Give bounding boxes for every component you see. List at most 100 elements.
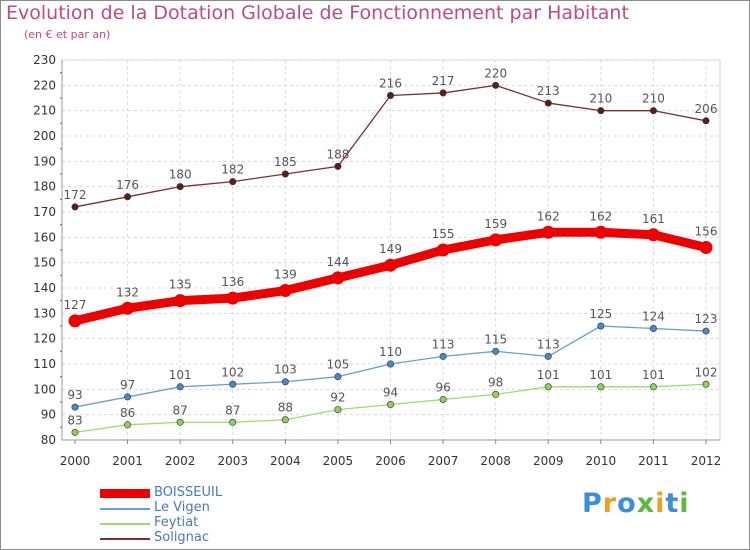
y-tick-label: 190 xyxy=(33,154,56,168)
data-label-le-vigen: 97 xyxy=(120,378,135,392)
x-tick-label: 2005 xyxy=(323,454,354,468)
data-point-solignac xyxy=(544,99,552,107)
data-point-le-vigen xyxy=(386,360,394,368)
data-point-boisseuil xyxy=(121,301,135,315)
data-point-feytiat xyxy=(597,383,605,391)
data-point-feytiat xyxy=(544,383,552,391)
data-label-boisseuil: 155 xyxy=(432,227,455,241)
legend-label-solignac: Solignac xyxy=(154,530,210,545)
logo-letter: r xyxy=(602,488,618,519)
data-label-feytiat: 102 xyxy=(695,365,718,379)
series-le-vigen: 93 97 101 102 103 105 110 113 115 113 125 124 123 xyxy=(67,307,717,411)
y-minor-tick xyxy=(60,426,62,428)
data-point-le-vigen xyxy=(124,393,132,401)
data-point-boisseuil xyxy=(226,291,240,305)
data-point-feytiat xyxy=(386,401,394,409)
logo-letter: t xyxy=(665,488,680,519)
x-tick-label: 2010 xyxy=(586,454,617,468)
data-label-le-vigen: 103 xyxy=(274,363,297,377)
chart-subtitle: (en € et par an) xyxy=(24,28,111,41)
chart-title: Evolution de la Dotation Globale de Fonc… xyxy=(6,2,629,24)
y-minor-tick xyxy=(60,274,62,276)
data-point-solignac xyxy=(124,193,132,201)
series-solignac: 172 176 180 182 185 188 216 217 220 213 210 210 206 xyxy=(64,66,718,211)
data-point-boisseuil xyxy=(173,294,187,308)
data-label-feytiat: 88 xyxy=(278,401,293,415)
data-label-solignac: 206 xyxy=(695,102,718,116)
data-point-feytiat xyxy=(702,380,710,388)
data-point-boisseuil xyxy=(384,258,397,272)
y-minor-tick xyxy=(60,401,62,403)
plot-area xyxy=(61,59,721,441)
data-point-solignac xyxy=(439,89,447,97)
logo-letter: i xyxy=(655,488,666,519)
data-label-feytiat: 87 xyxy=(225,403,240,417)
data-point-feytiat xyxy=(334,406,342,414)
y-minor-tick xyxy=(60,300,62,302)
y-tick-label: 220 xyxy=(33,78,56,92)
data-label-feytiat: 92 xyxy=(330,391,345,405)
data-label-le-vigen: 102 xyxy=(221,365,244,379)
data-label-solignac: 182 xyxy=(221,163,244,177)
y-tick-label: 110 xyxy=(33,357,56,371)
data-point-solignac xyxy=(176,183,184,191)
logo-letter: P xyxy=(582,488,603,519)
data-point-solignac xyxy=(281,170,289,178)
data-point-feytiat xyxy=(176,418,184,426)
legend-swatch-solignac xyxy=(100,538,150,540)
data-point-boisseuil xyxy=(331,271,345,285)
legend-swatch-boisseuil xyxy=(100,489,150,498)
x-tick-label: 2011 xyxy=(638,454,669,468)
logo-letter: o xyxy=(617,488,637,519)
data-point-solignac xyxy=(71,203,79,211)
x-tick-label: 2000 xyxy=(60,454,91,468)
y-tick-label: 80 xyxy=(41,433,56,447)
data-point-solignac xyxy=(649,107,657,115)
data-label-solignac: 210 xyxy=(589,92,612,106)
data-label-solignac: 180 xyxy=(169,168,192,182)
y-minor-tick xyxy=(60,97,62,99)
data-label-boisseuil: 156 xyxy=(695,224,718,238)
data-point-solignac xyxy=(386,91,394,99)
data-point-solignac xyxy=(229,178,237,186)
data-label-feytiat: 96 xyxy=(435,380,450,394)
data-label-le-vigen: 101 xyxy=(169,368,192,382)
data-point-boisseuil xyxy=(68,314,82,328)
data-label-feytiat: 83 xyxy=(67,413,82,427)
y-minor-tick xyxy=(60,72,62,74)
y-minor-tick xyxy=(60,325,62,327)
data-label-le-vigen: 115 xyxy=(484,332,507,346)
x-tick-label: 2002 xyxy=(165,454,196,468)
legend-label-boisseuil: BOISSEUIL xyxy=(154,485,223,500)
x-tick-label: 2004 xyxy=(270,454,301,468)
data-label-le-vigen: 113 xyxy=(537,337,560,351)
y-tick-label: 90 xyxy=(41,408,56,422)
data-label-boisseuil: 149 xyxy=(379,242,402,256)
legend-swatch-le-vigen xyxy=(100,508,150,510)
data-label-boisseuil: 162 xyxy=(537,209,560,223)
data-label-solignac: 217 xyxy=(432,74,455,88)
data-point-le-vigen xyxy=(229,380,237,388)
data-label-boisseuil: 132 xyxy=(116,285,139,299)
data-label-feytiat: 101 xyxy=(537,368,560,382)
y-tick-label: 170 xyxy=(33,205,56,219)
data-point-solignac xyxy=(492,81,500,89)
data-point-feytiat xyxy=(71,428,79,436)
legend-label-le-vigen: Le Vigen xyxy=(154,500,210,515)
proxiti-logo: Proxiti xyxy=(582,488,690,519)
data-label-solignac: 213 xyxy=(537,84,560,98)
data-point-solignac xyxy=(702,117,710,125)
data-label-solignac: 172 xyxy=(64,188,87,202)
data-point-le-vigen xyxy=(597,322,605,330)
y-tick-label: 130 xyxy=(33,306,56,320)
data-label-solignac: 216 xyxy=(379,76,402,90)
data-label-le-vigen: 93 xyxy=(67,388,82,402)
data-point-le-vigen xyxy=(544,352,552,360)
y-tick-label: 100 xyxy=(33,382,56,396)
data-label-solignac: 220 xyxy=(484,66,507,80)
y-tick-label: 160 xyxy=(33,230,56,244)
data-point-feytiat xyxy=(281,416,289,424)
y-tick-label: 230 xyxy=(33,53,56,67)
data-label-le-vigen: 110 xyxy=(379,345,402,359)
data-label-feytiat: 101 xyxy=(589,368,612,382)
